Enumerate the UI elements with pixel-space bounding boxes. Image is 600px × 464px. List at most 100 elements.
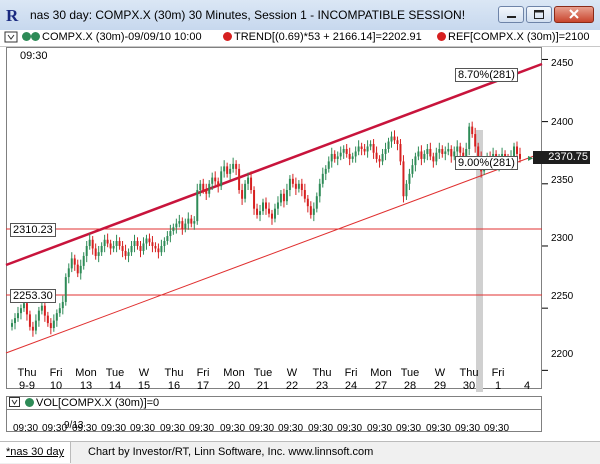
candle [79, 259, 82, 280]
candle [130, 241, 133, 256]
last-price-badge: 2370.75 [533, 151, 590, 164]
candle [97, 245, 100, 263]
candle [259, 204, 262, 222]
volume-time-label: 09:30 [249, 423, 275, 434]
candle [43, 299, 46, 322]
volume-time-label: 09:30 [13, 423, 39, 434]
legend-trend[interactable]: TREND[(0.69)*53 + 2166.14]=2202.91 [223, 31, 422, 43]
candle [235, 160, 238, 176]
candle [366, 140, 369, 158]
channel-top-line[interactable] [5, 62, 543, 267]
candle [91, 236, 94, 255]
candle [19, 304, 22, 320]
volume-legend[interactable]: VOL[COMPX.X (30m)]=0 [25, 397, 159, 409]
legend-symbol[interactable]: COMPX.X (30m)-09/09/10 10:00 [22, 31, 202, 43]
highlight-column [476, 130, 483, 392]
volume-time-label: 09:30 [220, 423, 246, 434]
candle [244, 180, 247, 203]
candle [70, 252, 73, 273]
candle [339, 146, 342, 161]
candle [411, 158, 414, 178]
candle [226, 162, 229, 178]
candle [369, 140, 372, 151]
red-dot-icon [223, 32, 232, 41]
volume-time-label: 09:30 [42, 423, 68, 434]
candle [175, 218, 178, 234]
x-day-label: Mon [75, 367, 97, 379]
legend-symbol-text: COMPX.X (30m)-09/09/10 10:00 [42, 31, 202, 43]
candle [285, 183, 288, 205]
candle [288, 175, 291, 197]
candle [327, 156, 330, 173]
candle [276, 196, 279, 215]
candle [160, 239, 163, 256]
top-time-label: 09:30 [20, 50, 48, 62]
candle [363, 144, 366, 156]
x-day-label: Fri [344, 367, 358, 379]
candle [46, 311, 49, 327]
candle [378, 155, 381, 168]
x-date-label: 27 [374, 380, 388, 392]
candle [73, 254, 76, 271]
chart-tab[interactable]: *nas 30 day [0, 442, 72, 463]
candle [330, 147, 333, 168]
status-bar: *nas 30 day Chart by Investor/RT, Linn S… [0, 441, 600, 464]
settings-icon[interactable] [4, 31, 18, 46]
x-date-label: 13 [79, 380, 93, 392]
candle [28, 310, 31, 331]
candle [229, 163, 232, 181]
candle [408, 168, 411, 191]
x-date-label: 14 [108, 380, 122, 392]
x-date-label: 23 [315, 380, 329, 392]
candle [372, 139, 375, 159]
candle [178, 214, 181, 228]
candle [103, 234, 106, 253]
candle [312, 202, 315, 222]
x-day-label: Tue [105, 367, 125, 379]
candle [250, 171, 253, 194]
x-date-label: 29 [433, 380, 447, 392]
legend-bar: COMPX.X (30m)-09/09/10 10:00 TREND[(0.69… [0, 30, 600, 47]
green-dot-icon [25, 398, 34, 407]
channel-bottom-line[interactable] [5, 152, 543, 354]
candle [199, 180, 202, 197]
price-chart[interactable] [0, 0, 600, 395]
x-day-label: Fri [49, 367, 63, 379]
candle [471, 121, 474, 138]
candle [166, 231, 169, 245]
candle [333, 150, 336, 163]
legend-ref[interactable]: REF[COMPX.X (30m)]=2100 [437, 31, 590, 43]
minimize-button[interactable] [498, 6, 524, 23]
candle [474, 127, 477, 153]
volume-time-label: 09:30 [189, 423, 215, 434]
x-date-label: 10 [49, 380, 63, 392]
maximize-button[interactable] [526, 6, 552, 23]
candle [115, 234, 118, 253]
candle [124, 244, 127, 260]
candle [282, 188, 285, 208]
candle [52, 314, 55, 332]
volume-pane[interactable]: VOL[COMPX.X (30m)]=0 [6, 396, 542, 410]
candle [217, 177, 220, 193]
settings-icon[interactable] [9, 397, 21, 411]
candle [127, 248, 130, 263]
candle [211, 172, 214, 191]
candle [16, 306, 19, 322]
candle [324, 165, 327, 181]
candle [94, 243, 97, 260]
candle [37, 306, 40, 327]
channel-top-label: 8.70%(281) [455, 68, 518, 82]
candle [82, 252, 85, 270]
candle [336, 151, 339, 166]
candle [444, 146, 447, 161]
close-button[interactable] [554, 6, 594, 23]
x-date-label: 22 [285, 380, 299, 392]
y-tick-label: 2400 [551, 117, 574, 128]
candle [345, 144, 348, 158]
candle [187, 212, 190, 230]
x-date-label: 1 [494, 380, 502, 392]
x-day-label: Thu [312, 367, 332, 379]
candle [303, 183, 306, 203]
close-icon [569, 9, 579, 19]
x-date-label: 17 [196, 380, 210, 392]
